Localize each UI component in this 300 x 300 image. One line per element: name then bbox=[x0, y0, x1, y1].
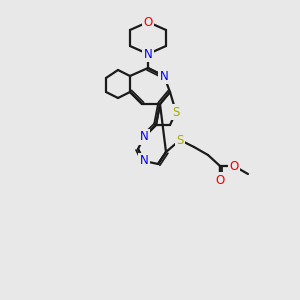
Text: O: O bbox=[143, 16, 153, 28]
Text: S: S bbox=[172, 106, 180, 118]
Text: N: N bbox=[160, 70, 168, 83]
Text: N: N bbox=[140, 154, 148, 167]
Text: N: N bbox=[140, 130, 148, 143]
Text: O: O bbox=[215, 173, 225, 187]
Text: O: O bbox=[230, 160, 238, 172]
Text: S: S bbox=[176, 134, 184, 146]
Text: N: N bbox=[144, 47, 152, 61]
